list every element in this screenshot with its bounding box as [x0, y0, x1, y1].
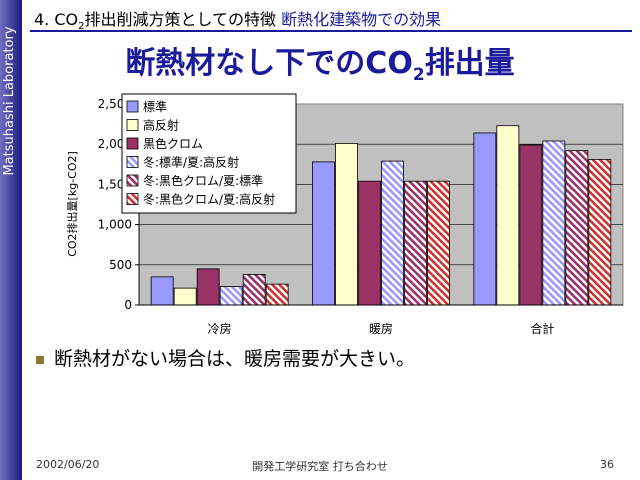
- legend-label: 高反射: [143, 118, 179, 133]
- y-tick-label: 1,000: [98, 218, 132, 232]
- legend-swatch: [126, 193, 139, 205]
- bar: [150, 276, 174, 306]
- title-post: 排出量: [424, 46, 515, 81]
- title-subscript: 2: [412, 65, 425, 85]
- bar: [427, 180, 450, 306]
- legend-swatch: [126, 137, 139, 150]
- bar: [312, 161, 335, 306]
- x-tick-label: 合計: [530, 321, 554, 336]
- x-tick-label: 冷房: [208, 321, 232, 336]
- bar: [565, 150, 589, 306]
- legend-label: 冬:黒色クロム/夏:標準: [143, 173, 263, 188]
- bar: [219, 286, 243, 306]
- bar: [265, 283, 289, 306]
- slide-title: 断熱材なし下でのCO2排出量: [0, 38, 640, 85]
- bar: [358, 180, 381, 306]
- bar: [242, 274, 266, 306]
- bar: [173, 287, 197, 306]
- header-accent: 断熱化建築物での効果: [281, 10, 442, 29]
- legend-label: 標準: [143, 99, 167, 114]
- legend-swatch: [126, 119, 139, 131]
- bar: [588, 159, 612, 306]
- legend-swatch: [126, 174, 139, 187]
- footer-center: 開発工学研究室 打ち合わせ: [252, 460, 388, 473]
- legend-swatch: [126, 156, 139, 168]
- bar: [381, 160, 404, 306]
- y-axis-label: CO2排出量[kg-CO2]: [65, 151, 79, 257]
- bullet-point: 断熱材がない場合は、暖房需要が大きい。: [36, 344, 415, 371]
- bullet-marker: [36, 355, 44, 364]
- header-number: 4. CO: [34, 10, 79, 29]
- legend-label: 冬:標準/夏:高反射: [143, 155, 239, 170]
- bar: [196, 268, 220, 306]
- footer-date: 2002/06/20: [36, 458, 100, 471]
- legend-label: 黒色クロム: [143, 137, 203, 151]
- sidebar-band: Matsuhashi Laboratory: [0, 0, 22, 480]
- header-text: 排出削減方策としての特徴: [84, 10, 277, 29]
- legend-box: [121, 93, 297, 214]
- bar: [473, 132, 497, 306]
- bar: [542, 140, 566, 306]
- legend-label: 冬:黒色クロム/夏:高反射: [143, 192, 275, 207]
- bar: [404, 180, 427, 306]
- header-subscript: 2: [78, 21, 85, 33]
- x-tick-label: 暖房: [369, 321, 393, 336]
- slide-header: 4. CO2排出削減方策としての特徴 断熱化建築物での効果: [34, 6, 441, 32]
- footer-page-number: 36: [600, 458, 614, 471]
- title-pre: 断熱材なし下でのCO: [125, 46, 413, 81]
- bullet-text: 断熱材がない場合は、暖房需要が大きい。: [54, 348, 416, 370]
- bar: [519, 144, 543, 306]
- header-rule: [30, 30, 632, 32]
- bar: [496, 125, 520, 306]
- y-tick-label: 0: [124, 298, 132, 312]
- y-tick-label: 500: [109, 258, 132, 272]
- bar: [335, 142, 358, 306]
- legend-swatch: [126, 100, 139, 113]
